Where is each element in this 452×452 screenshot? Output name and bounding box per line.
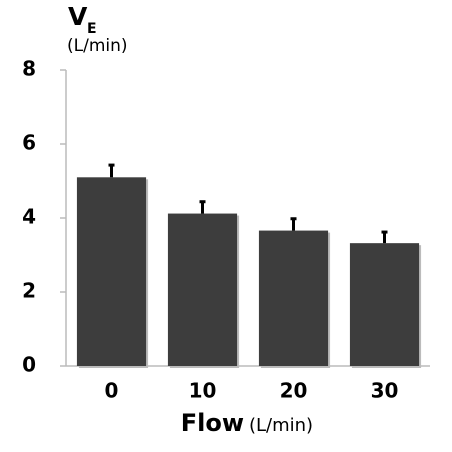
y-tick-label: 4 [22, 205, 36, 229]
y-tick-label: 6 [22, 131, 36, 155]
bar [76, 177, 147, 366]
y-tick-label: 0 [22, 353, 36, 377]
x-tick-label: 30 [371, 379, 399, 403]
y-unit: (L/min) [67, 36, 128, 56]
x-tick-label: 10 [189, 379, 217, 403]
y-label: V [68, 2, 88, 31]
bar [349, 243, 420, 366]
y-label-subscript: E [87, 21, 97, 37]
x-label: Flow [181, 409, 244, 437]
x-tick-label: 20 [280, 379, 308, 403]
y-tick-label: 8 [22, 57, 36, 81]
y-tick-label: 2 [22, 279, 36, 303]
bar [258, 230, 329, 366]
bar [167, 213, 238, 366]
x-unit: (L/min) [249, 415, 313, 436]
x-tick-label: 0 [105, 379, 119, 403]
